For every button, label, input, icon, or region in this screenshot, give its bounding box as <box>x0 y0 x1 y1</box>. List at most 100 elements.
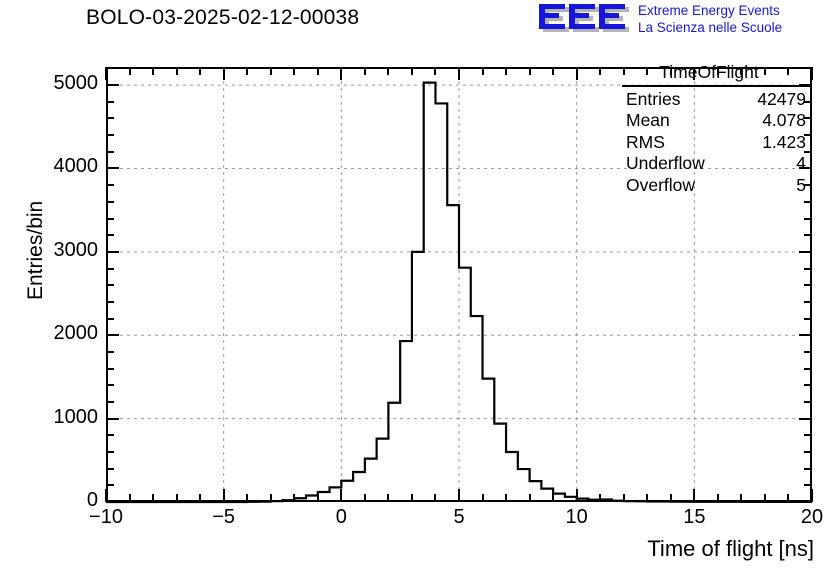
axis-tick <box>804 367 812 370</box>
axis-tick <box>528 67 531 75</box>
axis-tick <box>804 117 812 120</box>
axis-tick <box>804 350 812 353</box>
axis-tick <box>804 150 812 153</box>
stats-row-value: 42479 <box>757 88 806 109</box>
stats-row: Overflow 5 <box>606 175 812 197</box>
axis-tick <box>363 67 366 75</box>
x-tick-label: 5 <box>453 506 465 528</box>
axis-tick <box>106 367 114 370</box>
axis-tick <box>316 494 319 502</box>
axis-tick <box>804 217 812 220</box>
axis-tick <box>804 484 812 487</box>
axis-tick <box>106 450 114 453</box>
axis-tick <box>804 384 812 387</box>
axis-tick <box>799 334 812 337</box>
axis-tick <box>128 494 131 502</box>
axis-tick <box>646 67 649 75</box>
axis-tick <box>106 67 114 70</box>
axis-tick <box>106 250 119 253</box>
axis-tick <box>152 494 155 502</box>
stats-divider <box>622 84 812 87</box>
stats-row-value: 5 <box>796 174 806 195</box>
axis-tick <box>106 200 114 203</box>
axis-tick <box>175 67 178 75</box>
axis-tick <box>106 400 114 403</box>
axis-tick <box>763 494 766 502</box>
axis-tick <box>481 67 484 75</box>
stats-row: Underflow 4 <box>606 153 812 175</box>
axis-tick <box>575 67 578 80</box>
axis-tick <box>575 489 578 502</box>
axis-tick <box>316 67 319 75</box>
stats-row-key: Overflow <box>626 174 696 195</box>
axis-tick <box>175 494 178 502</box>
eee-logo-line2: La Scienza nelle Scuole <box>638 20 783 35</box>
y-tick-label: 2000 <box>53 322 99 345</box>
axis-tick <box>199 67 202 75</box>
axis-tick <box>763 67 766 75</box>
stats-row-value: 1.423 <box>762 131 806 152</box>
stats-row: Mean 4.078 <box>606 110 812 132</box>
axis-tick <box>106 384 114 387</box>
stats-row: RMS 1.423 <box>606 132 812 154</box>
axis-tick <box>106 300 114 303</box>
stats-row-value: 4 <box>796 153 806 173</box>
x-tick-label: 20 <box>800 506 824 528</box>
axis-tick <box>669 494 672 502</box>
axis-tick <box>434 494 437 502</box>
axis-tick <box>804 67 812 70</box>
stats-box: TimeOfFlight Entries 42479 Mean 4.078 RMS 1.4… <box>606 62 812 196</box>
axis-tick <box>804 434 812 437</box>
axis-tick <box>106 167 119 170</box>
x-tick-label: −10 <box>89 506 123 528</box>
axis-tick <box>811 67 813 80</box>
axis-tick <box>106 334 119 337</box>
axis-tick <box>799 417 812 420</box>
eee-logo-text: Extreme Energy Events La Scienza nelle S… <box>638 2 836 38</box>
stats-row: Entries 42479 <box>606 89 812 111</box>
axis-tick <box>552 494 555 502</box>
axis-tick <box>410 67 413 75</box>
axis-tick <box>669 67 672 75</box>
axis-tick <box>716 494 719 502</box>
axis-tick <box>716 67 719 75</box>
axis-tick <box>363 494 366 502</box>
y-axis-title: Entries/bin <box>24 200 47 300</box>
axis-tick <box>804 284 812 287</box>
axis-tick <box>106 150 114 153</box>
axis-tick <box>246 494 249 502</box>
axis-tick <box>340 489 343 502</box>
eee-logo-line1: Extreme Energy Events <box>638 3 780 18</box>
axis-tick <box>804 450 812 453</box>
axis-tick <box>458 489 460 502</box>
axis-tick <box>804 317 812 320</box>
axis-tick <box>599 67 602 75</box>
axis-tick <box>481 494 484 502</box>
axis-tick <box>199 494 202 502</box>
x-tick-label: −5 <box>212 506 236 528</box>
axis-tick <box>804 200 812 203</box>
stats-row-key: RMS <box>626 131 665 152</box>
axis-tick <box>106 217 114 220</box>
axis-tick <box>106 317 114 320</box>
y-tick-label: 0 <box>86 489 98 511</box>
axis-tick <box>106 350 114 353</box>
axis-tick <box>804 467 812 470</box>
axis-tick <box>105 489 107 502</box>
axis-tick <box>804 134 812 137</box>
axis-tick <box>106 467 114 470</box>
y-tick-label: 5000 <box>53 72 99 95</box>
axis-tick <box>340 67 343 80</box>
axis-tick <box>693 67 696 80</box>
axis-tick <box>106 501 119 503</box>
axis-tick <box>106 417 119 420</box>
axis-tick <box>387 494 390 502</box>
axis-tick <box>106 434 114 437</box>
stats-row-key: Entries <box>626 88 681 109</box>
axis-tick <box>222 489 225 502</box>
axis-tick <box>106 184 114 187</box>
axis-tick <box>106 117 114 120</box>
y-tick-label: 3000 <box>53 238 99 261</box>
eee-logo: Extreme Energy Events La Scienza nelle S… <box>538 2 834 38</box>
